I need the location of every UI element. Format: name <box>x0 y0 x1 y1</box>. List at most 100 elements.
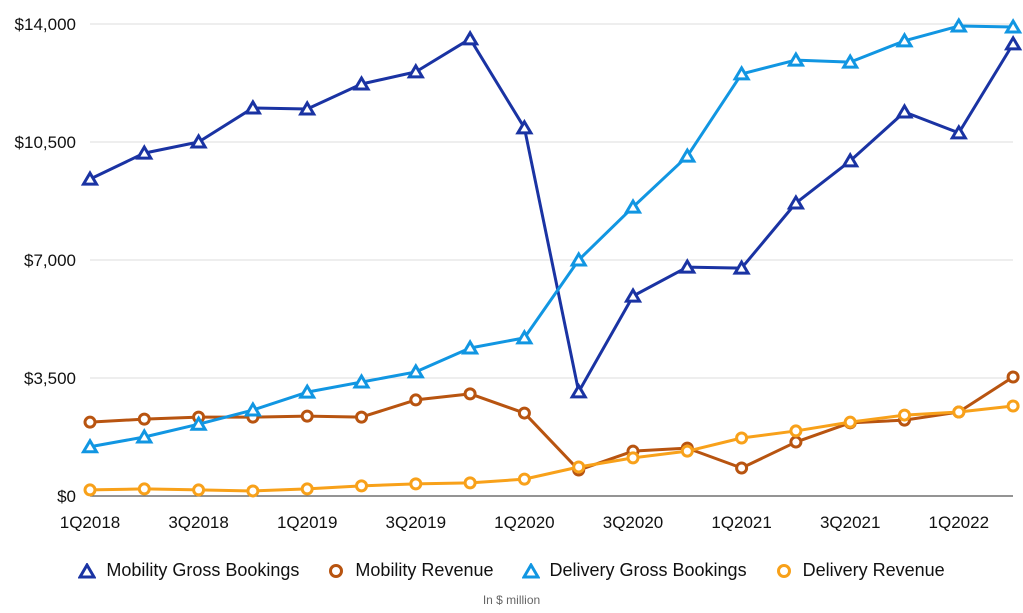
data-point-circle[interactable] <box>463 387 477 401</box>
data-point-triangle[interactable] <box>569 382 588 399</box>
circle-marker-icon <box>776 563 791 578</box>
data-point-circle[interactable] <box>517 472 531 486</box>
legend-item-delivery-revenue[interactable]: Delivery Revenue <box>775 560 945 581</box>
data-point-circle[interactable] <box>789 435 803 449</box>
data-point-circle[interactable] <box>626 451 640 465</box>
data-point-triangle[interactable] <box>1003 18 1023 34</box>
data-point-triangle[interactable] <box>352 75 371 91</box>
data-point-triangle[interactable] <box>949 123 968 140</box>
data-point-circle[interactable] <box>463 476 477 490</box>
series-mobility-gross-bookings <box>80 29 1023 399</box>
legend-label: Delivery Gross Bookings <box>549 560 747 580</box>
data-point-circle[interactable] <box>192 483 206 497</box>
data-point-triangle[interactable] <box>569 251 588 267</box>
data-point-circle[interactable] <box>300 482 314 496</box>
data-point-triangle[interactable] <box>895 103 914 119</box>
data-point-triangle[interactable] <box>298 100 317 116</box>
data-point-circle[interactable] <box>246 484 260 498</box>
data-point-circle[interactable] <box>517 406 531 420</box>
x-axis: 1Q2018 3Q2018 1Q2019 3Q2019 1Q2020 3Q2020 1Q20… <box>60 513 989 532</box>
data-point-circle[interactable] <box>137 482 151 496</box>
y-axis: $0 $3,500 $7,000 $10,500 $14,000 <box>15 15 76 506</box>
data-point-circle[interactable] <box>409 477 423 491</box>
triangle-marker-icon <box>78 562 97 578</box>
data-point-circle[interactable] <box>1006 399 1020 413</box>
data-point-triangle[interactable] <box>841 53 860 69</box>
data-point-circle[interactable] <box>789 424 803 438</box>
series-mobility-revenue <box>83 370 1020 477</box>
y-tick-label: $10,500 <box>15 133 76 152</box>
data-point-circle[interactable] <box>898 408 911 422</box>
data-point-triangle[interactable] <box>515 118 534 135</box>
data-point-triangle[interactable] <box>678 147 697 163</box>
series-line <box>89 375 1014 472</box>
data-point-triangle[interactable] <box>352 373 371 389</box>
data-point-triangle[interactable] <box>460 29 480 46</box>
legend-label: Mobility Gross Bookings <box>106 560 300 580</box>
data-point-circle[interactable] <box>843 415 857 429</box>
data-point-circle[interactable] <box>735 461 749 475</box>
data-point-circle[interactable] <box>355 479 368 493</box>
data-point-triangle[interactable] <box>135 144 154 160</box>
data-point-triangle[interactable] <box>949 17 968 33</box>
x-tick-label: 3Q2020 <box>603 513 664 532</box>
data-point-triangle[interactable] <box>732 259 751 275</box>
data-point-circle[interactable] <box>572 460 586 474</box>
data-point-triangle[interactable] <box>298 383 317 399</box>
data-point-circle[interactable] <box>83 483 97 497</box>
x-tick-label: 1Q2018 <box>60 513 121 532</box>
series-delivery-revenue <box>83 399 1020 498</box>
data-point-triangle[interactable] <box>406 362 425 379</box>
x-tick-label: 3Q2018 <box>168 513 229 532</box>
y-tick-label: $7,000 <box>24 251 76 270</box>
series-line <box>89 24 1014 449</box>
data-point-triangle[interactable] <box>80 170 100 186</box>
legend-label: Delivery Revenue <box>802 560 945 580</box>
data-point-triangle[interactable] <box>515 328 534 345</box>
data-point-circle[interactable] <box>355 410 368 424</box>
data-point-triangle[interactable] <box>786 51 806 67</box>
triangle-marker-icon <box>521 562 540 578</box>
data-point-triangle[interactable] <box>460 339 480 355</box>
y-tick-label: $3,500 <box>24 369 76 388</box>
x-tick-label: 1Q2019 <box>277 513 338 532</box>
data-point-circle[interactable] <box>300 409 314 423</box>
y-tick-label: $0 <box>57 487 76 506</box>
data-point-triangle[interactable] <box>678 258 697 274</box>
y-tick-label: $14,000 <box>15 15 76 34</box>
data-point-circle[interactable] <box>680 444 694 458</box>
data-point-circle[interactable] <box>409 393 423 407</box>
data-point-triangle[interactable] <box>243 401 263 417</box>
data-point-circle[interactable] <box>137 412 151 426</box>
data-point-triangle[interactable] <box>732 64 751 81</box>
data-point-circle[interactable] <box>735 431 749 445</box>
data-point-triangle[interactable] <box>80 437 100 454</box>
data-point-triangle[interactable] <box>189 415 208 431</box>
data-point-triangle[interactable] <box>135 428 154 444</box>
legend-label: Mobility Revenue <box>355 560 494 580</box>
legend: Mobility Gross Bookings Mobility Revenue… <box>0 560 1023 581</box>
data-point-triangle[interactable] <box>1003 34 1023 51</box>
data-point-triangle[interactable] <box>189 133 208 149</box>
x-tick-label: 3Q2021 <box>820 513 881 532</box>
data-point-triangle[interactable] <box>243 99 263 115</box>
circle-marker-icon <box>329 563 344 578</box>
data-point-triangle[interactable] <box>895 31 914 48</box>
legend-item-mobility-revenue[interactable]: Mobility Revenue <box>327 560 494 581</box>
series-line <box>89 37 1015 394</box>
data-point-triangle[interactable] <box>623 287 643 303</box>
data-point-circle[interactable] <box>952 405 966 419</box>
data-point-circle[interactable] <box>1006 370 1020 384</box>
units-note: In $ million <box>482 593 541 607</box>
series-line <box>89 404 1014 493</box>
legend-item-mobility-gross-bookings[interactable]: Mobility Gross Bookings <box>78 560 299 581</box>
data-point-triangle[interactable] <box>841 151 860 168</box>
legend-item-delivery-gross-bookings[interactable]: Delivery Gross Bookings <box>521 560 747 581</box>
series-group <box>80 17 1023 498</box>
x-tick-label: 1Q2021 <box>711 513 772 532</box>
data-point-triangle[interactable] <box>406 62 425 79</box>
data-point-triangle[interactable] <box>623 198 643 214</box>
data-point-triangle[interactable] <box>786 194 806 210</box>
x-tick-label: 3Q2019 <box>386 513 447 532</box>
data-point-circle[interactable] <box>83 415 97 429</box>
